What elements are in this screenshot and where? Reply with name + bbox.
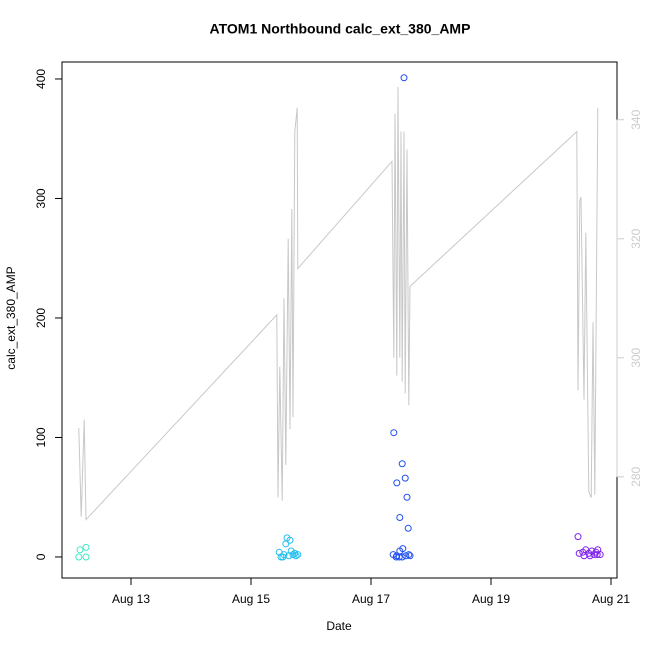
point — [82, 553, 90, 561]
point — [590, 551, 598, 559]
point — [400, 74, 408, 82]
point — [285, 552, 293, 560]
point — [405, 551, 413, 559]
point — [390, 429, 398, 437]
point — [398, 553, 406, 561]
x-tick-label: Aug 15 — [232, 592, 270, 606]
point — [586, 552, 594, 560]
point — [76, 546, 84, 554]
point — [399, 545, 407, 553]
point — [395, 553, 403, 561]
y2-tick-label: 340 — [629, 109, 643, 129]
y2-tick-label: 320 — [629, 228, 643, 248]
point — [282, 540, 290, 548]
point — [393, 479, 401, 487]
y-tick-label: 0 — [34, 553, 48, 560]
point — [396, 514, 404, 522]
point — [404, 524, 412, 532]
x-tick-label: Aug 19 — [472, 592, 510, 606]
point — [82, 543, 90, 551]
point — [289, 551, 297, 559]
point — [402, 552, 410, 560]
point — [291, 549, 299, 557]
x-tick-label: Aug 17 — [352, 592, 390, 606]
x-axis-label: Date — [326, 619, 352, 633]
chart-title: ATOM1 Northbound calc_ext_380_AMP — [210, 21, 471, 37]
y-axis-label: calc_ext_380_AMP — [4, 266, 18, 369]
x-tick-label: Aug 13 — [112, 592, 150, 606]
point — [294, 551, 302, 559]
y2-tick-label: 280 — [629, 466, 643, 486]
y-tick-label: 400 — [34, 69, 48, 89]
line — [78, 86, 599, 521]
y-tick-label: 100 — [34, 427, 48, 447]
point — [401, 474, 409, 482]
y2-tick-label: 300 — [629, 347, 643, 367]
point — [406, 552, 414, 560]
point — [593, 551, 601, 559]
x-tick-label: Aug 21 — [592, 592, 630, 606]
point — [403, 493, 411, 501]
y-tick-label: 200 — [34, 308, 48, 328]
point — [398, 460, 406, 468]
point — [574, 533, 582, 541]
point — [286, 536, 294, 544]
y-tick-label: 300 — [34, 188, 48, 208]
point — [75, 553, 83, 561]
